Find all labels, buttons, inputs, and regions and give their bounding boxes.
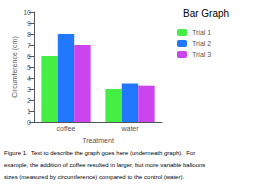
- svg-text:Treatment: Treatment: [82, 137, 114, 144]
- svg-text:6: 6: [27, 53, 31, 60]
- svg-text:2: 2: [27, 97, 31, 104]
- svg-text:4: 4: [27, 75, 31, 82]
- svg-text:8: 8: [27, 31, 31, 38]
- svg-text:0: 0: [27, 119, 31, 126]
- svg-text:7: 7: [27, 42, 31, 49]
- svg-text:1: 1: [27, 108, 31, 115]
- svg-text:Trial 1: Trial 1: [192, 29, 211, 36]
- svg-text:Bar Graph: Bar Graph: [183, 8, 229, 19]
- svg-text:water: water: [120, 125, 139, 132]
- svg-text:Figure 1. Text to describe th: Figure 1. Text to describe the graph goe…: [4, 150, 195, 156]
- svg-text:Trial 3: Trial 3: [192, 51, 211, 58]
- svg-text:5: 5: [27, 64, 31, 71]
- svg-text:example, the addition of coffe: example, the addition of coffee resulted…: [4, 162, 205, 168]
- svg-text:coffee: coffee: [57, 125, 76, 132]
- svg-text:3: 3: [27, 86, 31, 93]
- svg-text:Circumference (cm): Circumference (cm): [11, 36, 19, 97]
- svg-text:sizes (measured by circumferen: sizes (measured by circumference) compar…: [4, 174, 184, 180]
- svg-text:9: 9: [27, 20, 31, 27]
- svg-text:Trial 2: Trial 2: [192, 40, 211, 47]
- svg-text:10: 10: [23, 9, 31, 16]
